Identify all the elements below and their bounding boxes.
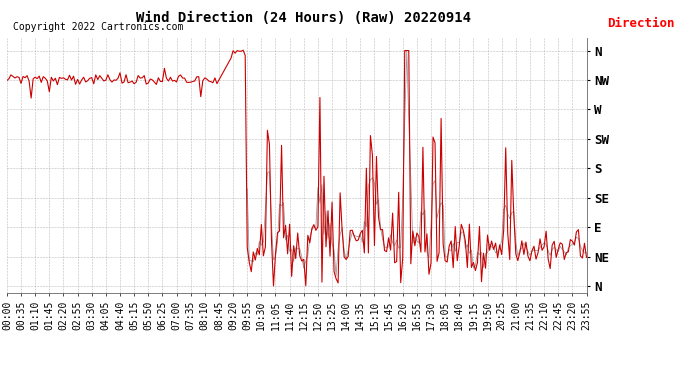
Text: Wind Direction (24 Hours) (Raw) 20220914: Wind Direction (24 Hours) (Raw) 20220914 xyxy=(136,11,471,25)
Text: Direction: Direction xyxy=(607,17,675,30)
Text: Copyright 2022 Cartronics.com: Copyright 2022 Cartronics.com xyxy=(12,22,183,32)
